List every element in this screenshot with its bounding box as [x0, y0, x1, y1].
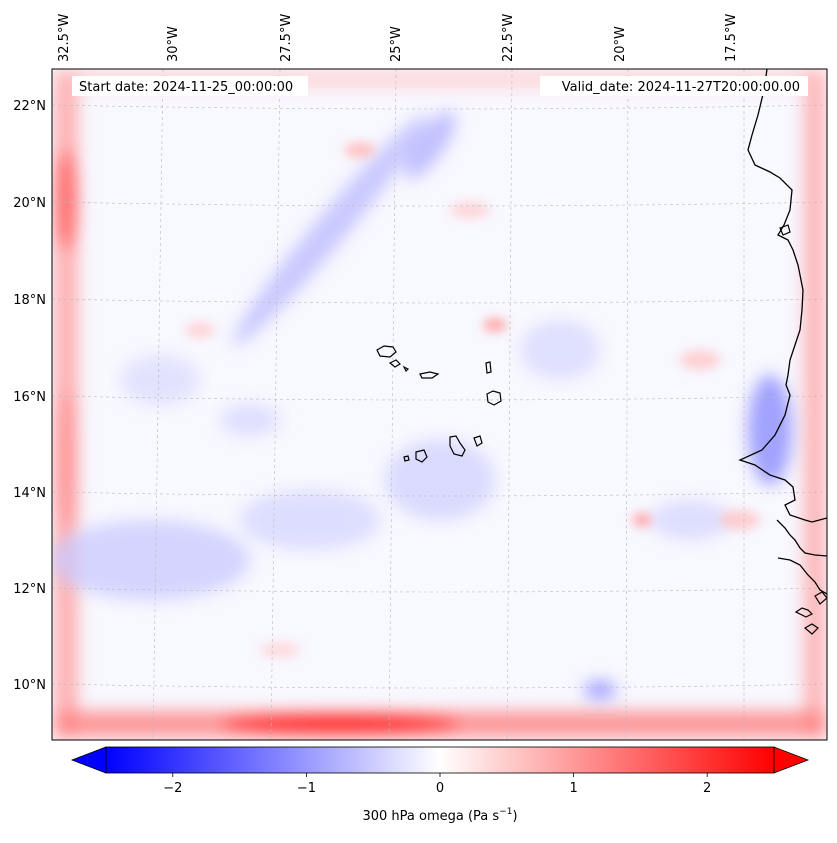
lon-label: 27.5°W — [279, 14, 294, 62]
start-date-label: Start date: 2024-11-25_00:00:00 — [79, 80, 293, 95]
island-boa-vista — [486, 390, 502, 406]
lat-label: 16°N — [13, 390, 46, 405]
latitude-labels: 22°N 20°N 18°N 16°N 14°N 12°N 10°N — [13, 99, 46, 693]
valid-date-label: Valid_date: 2024-11-27T20:00:00.00 — [562, 80, 800, 95]
coastline-gambia-north — [776, 519, 827, 557]
lat-label: 20°N — [13, 196, 46, 211]
colorbar-tick-label: −1 — [297, 781, 316, 796]
colorbar-tick-label: −2 — [163, 781, 182, 796]
island-bijagos-2 — [803, 623, 819, 635]
field-background — [52, 69, 827, 740]
colorbar-tick-label: 1 — [569, 781, 577, 796]
island-fogo — [415, 449, 428, 463]
island-bijagos-1 — [794, 607, 814, 618]
colorbar: −2 −1 0 1 2 300 hPa omega (Pa s−1) — [70, 746, 810, 824]
coastline-mainland — [738, 69, 827, 523]
island-brava — [403, 455, 410, 462]
colorbar-tick-label: 0 — [436, 781, 444, 796]
boundary-artifacts — [54, 70, 826, 738]
colorbar-max-extend — [773, 746, 810, 774]
colorbar-label: 300 hPa omega (Pa s−1) — [362, 807, 517, 824]
island-arguin — [779, 224, 791, 236]
island-sal — [485, 361, 492, 374]
lon-label: 30°W — [166, 26, 181, 62]
lat-label: 10°N — [13, 678, 46, 693]
cape-verde-islands — [376, 345, 502, 463]
map-frame — [51, 68, 828, 741]
island-bijagos-3 — [814, 591, 827, 605]
island-maio — [473, 435, 483, 447]
start-date-box — [72, 76, 308, 96]
island-sao-vicente — [388, 359, 401, 368]
island-santiago — [449, 435, 466, 457]
lon-label: 25°W — [389, 26, 404, 62]
lon-label: 32.5°W — [57, 14, 72, 62]
omega-field — [52, 69, 827, 740]
island-santa-luzia — [402, 365, 410, 373]
lon-label: 17.5°W — [724, 14, 739, 62]
lat-label: 18°N — [13, 293, 46, 308]
colorbar-gradient — [105, 746, 775, 774]
graticule — [52, 69, 827, 740]
lat-label: 22°N — [13, 99, 46, 114]
island-santo-antao — [376, 345, 397, 358]
colorbar-min-extend — [70, 746, 107, 774]
lat-label: 14°N — [13, 486, 46, 501]
coastline-guinea-bissau — [777, 557, 827, 595]
colorbar-tick-label: 2 — [703, 781, 711, 796]
lon-label: 22.5°W — [501, 14, 516, 62]
longitude-labels: 32.5°W 30°W 27.5°W 25°W 22.5°W 20°W 17.5… — [57, 14, 739, 62]
lat-label: 12°N — [13, 582, 46, 597]
negative-omega-patches — [52, 111, 792, 699]
valid-date-box — [540, 76, 808, 96]
colorbar-ticks: −2 −1 0 1 2 — [163, 773, 711, 796]
island-sao-nicolau — [419, 371, 440, 379]
lon-label: 20°W — [613, 26, 628, 62]
